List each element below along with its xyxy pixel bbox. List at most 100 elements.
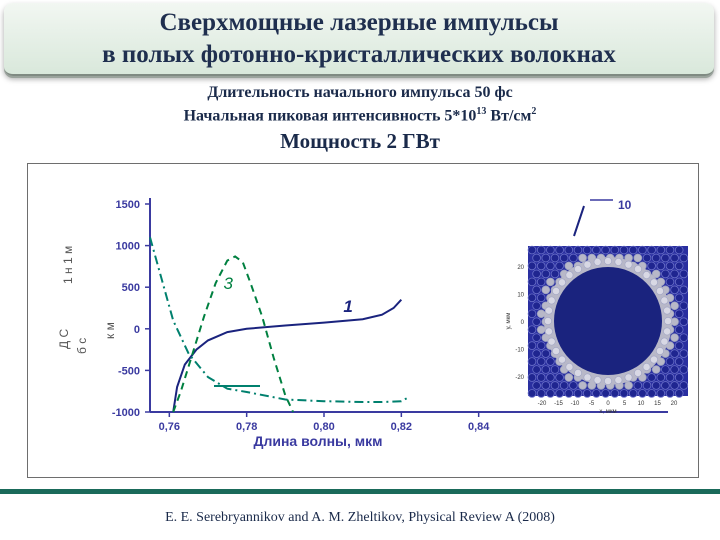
ring-hole: [558, 355, 566, 364]
cladding-hole: [569, 381, 578, 390]
cladding-hole: [536, 341, 546, 350]
cladding-hole: [674, 277, 684, 287]
cladding-hole: [624, 381, 633, 390]
ring-hole: [583, 260, 592, 269]
cladding-hole: [532, 269, 541, 279]
cladding-hole: [679, 333, 689, 342]
cladding-hole: [674, 309, 684, 319]
cladding-hole: [674, 373, 684, 382]
slide-title-line-2: в полых фотонно-кристаллических волокнах: [102, 41, 616, 68]
cladding-hole: [633, 253, 643, 263]
series-line-2: [172, 255, 295, 413]
cladding-hole: [532, 381, 541, 390]
cladding-hole: [656, 389, 666, 398]
cladding-hole: [550, 365, 560, 374]
cladding-hole: [555, 245, 564, 255]
cladding-hole: [559, 381, 569, 390]
cladding-hole: [541, 269, 551, 279]
cladding-hole: [536, 325, 546, 334]
cladding-hole: [647, 389, 656, 398]
ring-hole: [604, 257, 612, 265]
cladding-hole: [665, 261, 675, 271]
labels-layer: 1 3 10: [223, 198, 631, 316]
cladding-hole: [555, 389, 564, 398]
ring-hole: [614, 258, 623, 266]
y-tick-label: 500: [122, 282, 140, 294]
cladding-hole: [532, 349, 541, 358]
inset-x-tick: 0: [606, 401, 610, 407]
cladding-hole: [546, 357, 555, 366]
cladding-hole: [679, 285, 689, 295]
cladding-hole: [638, 245, 647, 255]
cladding-hole: [679, 381, 689, 390]
cladding-hole: [670, 381, 679, 390]
cladding-hole: [527, 309, 537, 319]
cladding-hole: [532, 253, 541, 263]
cladding-hole: [656, 245, 666, 255]
cladding-hole: [679, 365, 689, 374]
x-tick-label: 0,78: [236, 421, 257, 433]
cladding-hole: [674, 325, 684, 334]
cladding-hole: [670, 285, 679, 295]
x-tick-label: 0,84: [468, 421, 490, 433]
cladding-hole: [674, 357, 684, 366]
cladding-hole: [564, 373, 574, 382]
cladding-hole: [679, 269, 689, 279]
power-text: Мощность 2 ГВт: [280, 129, 440, 153]
ring-hole: [663, 306, 671, 315]
slide-title-line-1: Сверхмощные лазерные импульсы: [159, 9, 559, 36]
cladding-hole: [541, 349, 551, 358]
intensity-prefix: Начальная пиковая интенсивность 5*10: [183, 107, 477, 125]
chart-frame: 1500 1000 500 0 -500 -1000 0,76 0,78 0,80 0,82 0,8…: [27, 163, 699, 478]
inset-x-tick: -5: [589, 401, 595, 407]
series-line-3: [149, 237, 410, 403]
cladding-hole: [541, 381, 551, 390]
inset-y-tick: 20: [517, 265, 524, 271]
cladding-hole: [546, 389, 555, 398]
cladding-hole: [642, 381, 652, 390]
cladding-hole: [550, 381, 560, 390]
inset-y-tick: -10: [515, 348, 524, 354]
cladding-hole: [564, 261, 574, 271]
cladding-hole: [532, 365, 541, 374]
slide-title-box: Сверхмощные лазерные импульсы в полых фо…: [4, 3, 714, 76]
inset-x-tick: -10: [571, 401, 580, 407]
cladding-hole: [582, 245, 592, 255]
ring-hole: [614, 376, 623, 384]
cladding-hole: [665, 373, 675, 382]
ring-hole: [642, 271, 651, 279]
cladding-hole: [536, 293, 546, 303]
cladding-hole: [527, 261, 537, 271]
intensity-exponent: 13: [476, 106, 487, 117]
cladding-hole: [665, 277, 675, 287]
inset-x-tick: -20: [538, 401, 547, 407]
cladding-hole: [619, 245, 629, 255]
cladding-hole: [536, 309, 546, 319]
x-tick-label: 0,82: [391, 421, 412, 433]
cladding-hole: [670, 253, 679, 263]
inset-x-tick: 5: [623, 401, 627, 407]
cladding-hole: [532, 301, 541, 311]
cladding-hole: [527, 341, 537, 350]
inset-fiber-cross-section: 20 10 0 -10 -20 -20 -15 -10 -5 0 5 10 15 20 x, мкм y, м…: [506, 245, 689, 415]
cladding-hole: [536, 261, 546, 271]
cladding-hole: [670, 301, 679, 311]
cladding-hole: [651, 253, 661, 263]
cladding-hole: [578, 381, 587, 390]
cladding-hole: [601, 245, 610, 255]
rising-curve-fragment: [573, 205, 585, 237]
cladding-hole: [642, 253, 652, 263]
ring-hole: [583, 373, 592, 382]
inset-y-tick: -20: [515, 375, 524, 381]
cladding-hole: [601, 389, 610, 398]
cladding-hole: [573, 245, 583, 255]
cladding-hole: [656, 261, 666, 271]
cladding-hole: [573, 389, 583, 398]
cladding-hole: [633, 381, 643, 390]
cladding-hole: [674, 293, 684, 303]
cladding-hole: [532, 285, 541, 295]
cladding-hole: [532, 317, 541, 327]
x-tick-label: 0,80: [313, 421, 334, 433]
cladding-hole: [527, 245, 537, 255]
